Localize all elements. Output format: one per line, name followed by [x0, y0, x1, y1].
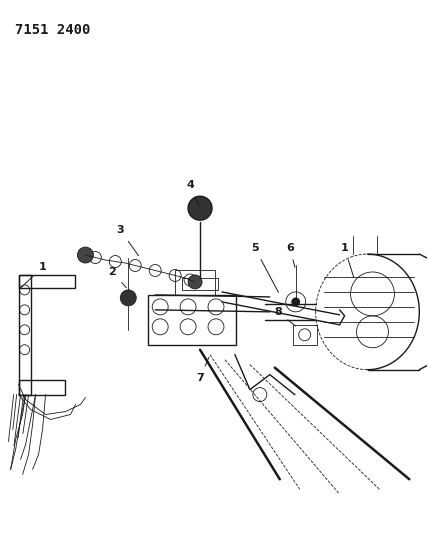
Text: 7151 2400: 7151 2400	[15, 23, 90, 37]
Text: 6: 6	[286, 243, 295, 268]
Text: 3: 3	[116, 225, 139, 256]
Text: 8: 8	[274, 307, 296, 326]
Text: 1: 1	[21, 262, 46, 288]
Text: 1: 1	[341, 243, 354, 277]
Circle shape	[188, 196, 212, 220]
Text: 2: 2	[108, 267, 126, 288]
Circle shape	[120, 290, 136, 306]
Text: 5: 5	[251, 243, 279, 293]
Text: 4: 4	[186, 180, 199, 206]
Circle shape	[77, 247, 93, 263]
Text: 7: 7	[196, 357, 209, 383]
Circle shape	[188, 275, 202, 289]
Circle shape	[292, 298, 300, 306]
